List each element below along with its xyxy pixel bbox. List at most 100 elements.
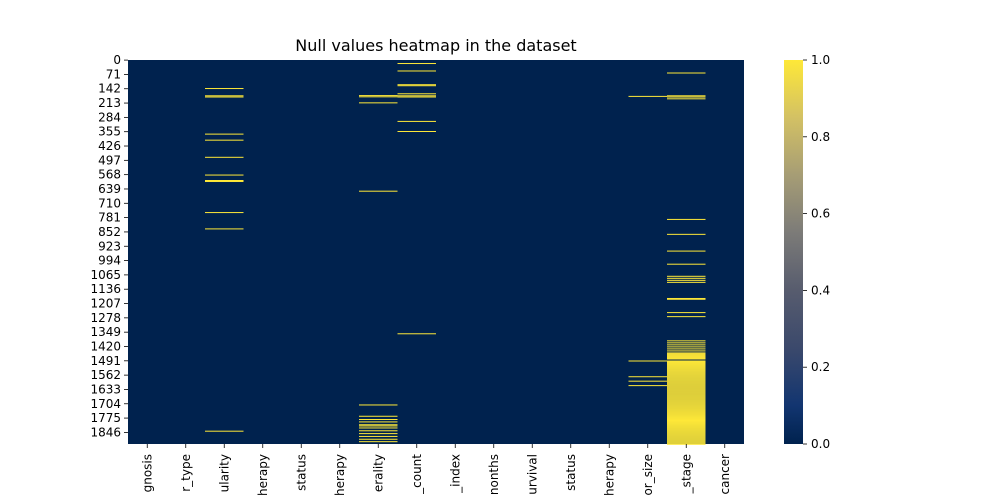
null-cell-tumor_stage xyxy=(667,395,706,397)
null-cell-tumor_stage xyxy=(667,427,706,429)
null-cell-tumor_stage xyxy=(667,355,706,357)
chart-title: Null values heatmap in the dataset xyxy=(295,36,577,55)
null-cell-node_count xyxy=(397,63,436,65)
null-cell-tumor_stage xyxy=(667,414,706,416)
null-cell-tumor_stage xyxy=(667,412,706,414)
null-cell-cellularity xyxy=(205,88,244,90)
null-cell-tumor_stage xyxy=(667,263,706,265)
null-cell-tumor_stage xyxy=(667,433,706,435)
y-tick-label: 497 xyxy=(98,153,121,167)
null-cell-tumor_stage xyxy=(667,363,706,365)
null-cell-node_count xyxy=(397,333,436,335)
null-cell-tumor_stage xyxy=(667,390,706,392)
null-cell-tumor_stage xyxy=(667,388,706,390)
heatmap-null-cells xyxy=(205,63,706,445)
null-cell-laterality xyxy=(359,424,398,426)
null-cell-node_count xyxy=(397,85,436,87)
y-tick-label: 568 xyxy=(98,168,121,182)
null-cell-tumor_stage xyxy=(667,408,706,410)
null-cell-tumor_stage xyxy=(667,426,706,428)
null-cell-tumor_stage xyxy=(667,415,706,417)
null-cell-tumor_stage xyxy=(667,421,706,423)
null-cell-tumor_stage xyxy=(667,357,706,359)
x-tick-label: cancer xyxy=(718,454,732,495)
null-cell-node_count xyxy=(397,93,436,95)
y-tick-label: 1491 xyxy=(90,354,121,368)
y-tick-label: 852 xyxy=(98,225,121,239)
y-tick-label: 923 xyxy=(98,239,121,253)
null-cell-tumor_size xyxy=(628,385,667,387)
colorbar: 0.0 0.2 0.4 0.6 0.8 1.0 xyxy=(784,53,830,451)
null-cell-tumor_stage xyxy=(667,440,706,442)
y-tick-label: 426 xyxy=(98,139,121,153)
colorbar-tick-label: 0.6 xyxy=(811,207,830,221)
null-cell-tumor_stage xyxy=(667,380,706,382)
x-tick-label: erality xyxy=(371,454,385,492)
null-cell-cellularity xyxy=(205,133,244,135)
null-cell-tumor_stage xyxy=(667,402,706,404)
null-cell-tumor_stage xyxy=(667,368,706,370)
null-cell-cellularity xyxy=(205,181,244,183)
null-cell-tumor_stage xyxy=(667,387,706,389)
null-cell-node_count xyxy=(397,70,436,72)
x-tick-label: herapy xyxy=(602,454,616,496)
null-cell-tumor_stage xyxy=(667,403,706,405)
null-cell-cellularity xyxy=(205,156,244,158)
null-cell-tumor_stage xyxy=(667,378,706,380)
x-tick-label: or_size xyxy=(641,454,655,496)
null-cell-tumor_stage xyxy=(667,379,706,381)
colorbar-gradient xyxy=(784,60,803,444)
null-cell-laterality xyxy=(359,190,398,192)
null-cell-laterality xyxy=(359,441,398,443)
y-tick-label: 781 xyxy=(98,211,121,225)
null-cell-tumor_stage xyxy=(667,365,706,367)
null-cell-tumor_stage xyxy=(667,424,706,426)
colorbar-tick-label: 0.2 xyxy=(811,360,830,374)
null-cell-tumor_stage xyxy=(667,406,706,408)
null-cell-cellularity xyxy=(205,139,244,141)
null-cell-tumor_stage xyxy=(667,353,706,355)
null-cell-tumor_stage xyxy=(667,404,706,406)
null-cell-node_count xyxy=(397,95,436,97)
null-cell-tumor_stage xyxy=(667,410,706,412)
null-cell-tumor_stage xyxy=(667,277,706,279)
null-cell-tumor_stage xyxy=(667,394,706,396)
null-cell-tumor_stage xyxy=(667,432,706,434)
y-tick-label: 1278 xyxy=(90,311,121,325)
null-cell-tumor_stage xyxy=(667,401,706,403)
null-cell-laterality xyxy=(359,404,398,406)
null-cell-tumor_stage xyxy=(667,316,706,318)
null-cell-tumor_stage xyxy=(667,281,706,283)
null-cell-tumor_stage xyxy=(667,352,706,354)
heatmap-background xyxy=(128,60,744,444)
null-cell-tumor_stage xyxy=(667,350,706,352)
y-axis: 0711422132843554264975686397107818529239… xyxy=(90,53,128,439)
null-cell-tumor_stage xyxy=(667,367,706,369)
null-cell-laterality xyxy=(359,418,398,420)
null-cell-tumor_stage xyxy=(667,407,706,409)
null-cell-tumor_stage xyxy=(667,435,706,437)
y-tick-label: 1136 xyxy=(90,282,121,296)
null-cell-tumor_stage xyxy=(667,413,706,415)
null-cell-node_count xyxy=(397,96,436,98)
x-tick-label: herapy xyxy=(256,454,270,496)
null-cell-laterality xyxy=(359,438,398,440)
null-cell-tumor_stage xyxy=(667,420,706,421)
null-cell-tumor_stage xyxy=(667,423,706,425)
null-cell-tumor_stage xyxy=(667,431,706,433)
null-cell-tumor_stage xyxy=(667,443,706,445)
null-cell-tumor_stage xyxy=(667,340,706,342)
null-cell-tumor_stage xyxy=(667,98,706,100)
null-cell-tumor_stage xyxy=(667,429,706,431)
null-cell-tumor_stage xyxy=(667,342,706,344)
null-cell-tumor_stage xyxy=(667,434,706,436)
y-tick-label: 71 xyxy=(106,67,121,81)
null-cell-cellularity xyxy=(205,180,244,181)
null-cell-tumor_stage xyxy=(667,436,706,438)
y-tick-label: 1633 xyxy=(90,382,121,396)
y-tick-label: 0 xyxy=(113,53,121,67)
colorbar-tick-label: 1.0 xyxy=(811,53,830,67)
null-cell-tumor_stage xyxy=(667,372,706,374)
null-cell-tumor_stage xyxy=(667,366,706,368)
null-cell-tumor_stage xyxy=(667,386,706,388)
